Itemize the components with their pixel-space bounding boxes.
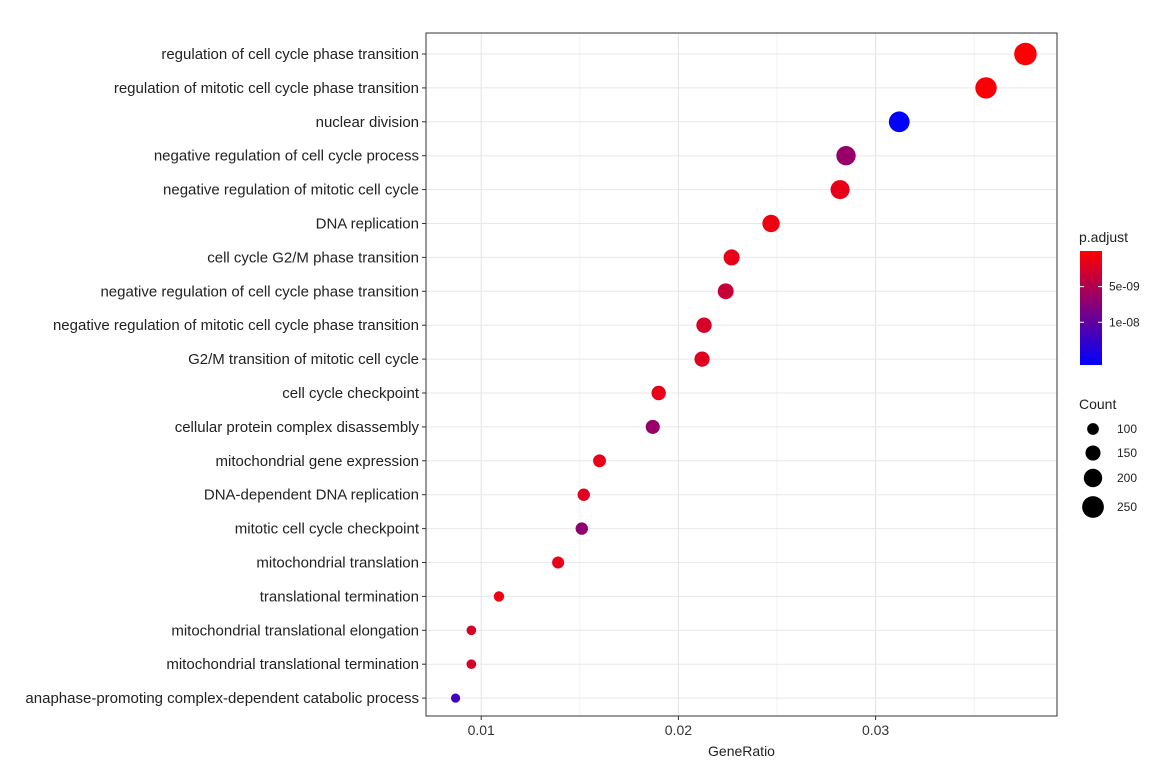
size-legend-label: 150 xyxy=(1117,446,1137,460)
y-tick-label: cellular protein complex disassembly xyxy=(175,419,420,436)
size-legend-dot xyxy=(1083,468,1103,488)
x-tick-label: 0.03 xyxy=(862,722,889,738)
y-tick-label: cell cycle G2/M phase transition xyxy=(207,249,419,266)
x-axis: 0.01 0.02 0.03 xyxy=(468,716,889,738)
y-tick-label: mitochondrial translational elongation xyxy=(171,622,419,639)
color-legend-title: p.adjust xyxy=(1079,229,1128,245)
data-point xyxy=(493,591,505,602)
data-point xyxy=(762,214,780,233)
data-point xyxy=(723,249,740,266)
y-tick-label: translational termination xyxy=(260,588,419,605)
y-tick-label: negative regulation of cell cycle phase … xyxy=(100,283,419,300)
y-tick-label: negative regulation of cell cycle proces… xyxy=(154,148,419,165)
x-tick-label: 0.01 xyxy=(468,722,495,738)
size-legend-label: 100 xyxy=(1117,422,1137,436)
y-tick-label: negative regulation of mitotic cell cycl… xyxy=(163,182,419,199)
data-point xyxy=(717,283,734,300)
y-tick-label: DNA replication xyxy=(316,216,419,233)
data-point xyxy=(696,317,712,333)
data-point xyxy=(651,385,666,401)
size-legend-dot xyxy=(1087,423,1099,435)
size-legend-dot xyxy=(1085,445,1101,461)
data-point xyxy=(451,693,461,703)
data-point xyxy=(552,556,565,569)
y-tick-label: G2/M transition of mitotic cell cycle xyxy=(188,351,419,368)
y-tick-label: mitochondrial gene expression xyxy=(216,453,419,470)
color-legend-label: 5e-09 xyxy=(1109,280,1140,294)
y-tick-label: cell cycle checkpoint xyxy=(282,385,420,402)
plot-panel xyxy=(425,32,1058,717)
size-legend-label: 250 xyxy=(1117,500,1137,514)
size-legend: Count 100 150 200 250 xyxy=(1079,396,1137,518)
grid-lines xyxy=(426,33,1057,716)
y-axis-labels: regulation of cell cycle phase transitio… xyxy=(25,46,426,707)
data-point xyxy=(888,111,910,133)
y-tick-label: regulation of cell cycle phase transitio… xyxy=(161,46,419,63)
x-axis-title: GeneRatio xyxy=(708,743,775,759)
data-point xyxy=(830,180,850,200)
y-tick-label: mitochondrial translational termination xyxy=(166,656,419,673)
color-legend-label: 1e-08 xyxy=(1109,315,1140,329)
y-tick-label: mitotic cell cycle checkpoint xyxy=(235,521,420,538)
data-points xyxy=(451,42,1037,703)
size-legend-title: Count xyxy=(1079,396,1116,412)
data-point xyxy=(575,522,588,535)
color-bar xyxy=(1080,251,1102,365)
x-tick-label: 0.02 xyxy=(665,722,692,738)
data-point xyxy=(466,625,477,636)
y-tick-label: negative regulation of mitotic cell cycl… xyxy=(53,317,419,334)
size-legend-label: 200 xyxy=(1117,471,1137,485)
data-point xyxy=(1014,42,1037,66)
y-tick-label: regulation of mitotic cell cycle phase t… xyxy=(114,80,419,97)
color-legend: p.adjust 5e-09 1e-08 xyxy=(1079,229,1140,365)
data-point xyxy=(645,419,660,434)
y-tick-label: mitochondrial translation xyxy=(256,555,419,572)
data-point xyxy=(836,145,856,166)
data-point xyxy=(694,351,710,367)
y-tick-label: anaphase-promoting complex-dependent cat… xyxy=(25,690,419,707)
data-point xyxy=(466,659,477,670)
y-tick-label: nuclear division xyxy=(316,114,419,131)
data-point xyxy=(593,454,606,468)
y-tick-label: DNA-dependent DNA replication xyxy=(204,487,419,504)
data-point xyxy=(975,77,997,99)
data-point xyxy=(577,488,590,501)
size-legend-dot xyxy=(1082,496,1104,518)
